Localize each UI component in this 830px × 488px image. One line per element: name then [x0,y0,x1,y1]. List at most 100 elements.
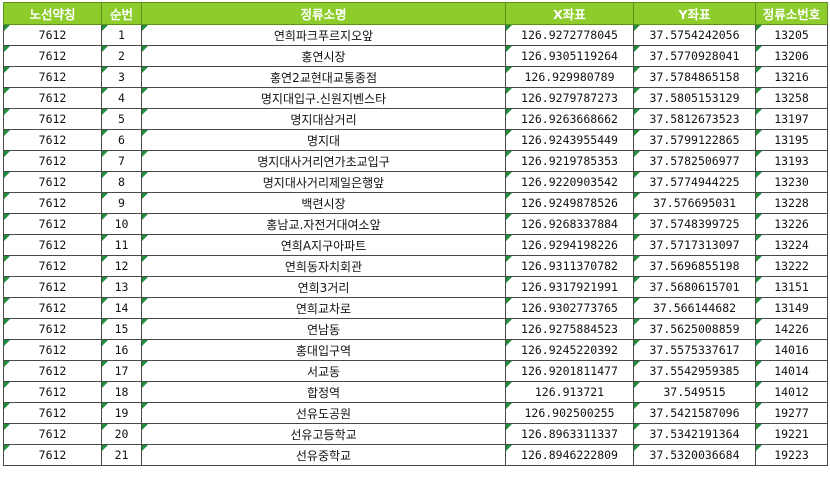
stop-name-cell[interactable]: 연희A지구아파트 [141,234,506,256]
x-coord-cell[interactable]: 126.9302773765 [505,297,634,319]
seq-cell[interactable]: 1 [101,24,142,46]
stop-name-cell[interactable]: 명지대삼거리 [141,108,506,130]
seq-cell[interactable]: 18 [101,381,142,403]
x-coord-cell[interactable]: 126.902500255 [505,402,634,424]
seq-cell[interactable]: 14 [101,297,142,319]
x-coord-cell[interactable]: 126.9279787273 [505,87,634,109]
y-coord-cell[interactable]: 37.5799122865 [633,129,756,151]
stop-name-cell[interactable]: 합정역 [141,381,506,403]
x-coord-cell[interactable]: 126.9245220392 [505,339,634,361]
stop-number-cell[interactable]: 19223 [755,444,828,466]
seq-cell[interactable]: 10 [101,213,142,235]
route-cell[interactable]: 7612 [3,339,102,361]
x-coord-cell[interactable]: 126.929980789 [505,66,634,88]
y-coord-cell[interactable]: 37.5320036684 [633,444,756,466]
route-cell[interactable]: 7612 [3,297,102,319]
y-coord-cell[interactable]: 37.5542959385 [633,360,756,382]
route-cell[interactable]: 7612 [3,66,102,88]
y-coord-cell[interactable]: 37.5625008859 [633,318,756,340]
stop-name-cell[interactable]: 홍연시장 [141,45,506,67]
seq-cell[interactable]: 17 [101,360,142,382]
seq-cell[interactable]: 3 [101,66,142,88]
route-cell[interactable]: 7612 [3,24,102,46]
stop-name-cell[interactable]: 연희파크푸르지오앞 [141,24,506,46]
stop-name-cell[interactable]: 선유중학교 [141,444,506,466]
x-coord-cell[interactable]: 126.9311370782 [505,255,634,277]
seq-cell[interactable]: 12 [101,255,142,277]
stop-number-cell[interactable]: 13226 [755,213,828,235]
stop-number-cell[interactable]: 13258 [755,87,828,109]
stop-name-cell[interactable]: 서교동 [141,360,506,382]
header-x-coord[interactable]: X좌표 [505,2,634,25]
route-cell[interactable]: 7612 [3,423,102,445]
y-coord-cell[interactable]: 37.576695031 [633,192,756,214]
stop-number-cell[interactable]: 13193 [755,150,828,172]
route-cell[interactable]: 7612 [3,192,102,214]
route-cell[interactable]: 7612 [3,108,102,130]
y-coord-cell[interactable]: 37.5696855198 [633,255,756,277]
x-coord-cell[interactable]: 126.9243955449 [505,129,634,151]
stop-name-cell[interactable]: 연희교차로 [141,297,506,319]
route-cell[interactable]: 7612 [3,402,102,424]
header-stop-name[interactable]: 정류소명 [141,2,506,25]
route-cell[interactable]: 7612 [3,87,102,109]
route-cell[interactable]: 7612 [3,45,102,67]
seq-cell[interactable]: 8 [101,171,142,193]
stop-number-cell[interactable]: 13197 [755,108,828,130]
route-cell[interactable]: 7612 [3,276,102,298]
stop-name-cell[interactable]: 선유고등학교 [141,423,506,445]
y-coord-cell[interactable]: 37.566144682 [633,297,756,319]
seq-cell[interactable]: 20 [101,423,142,445]
y-coord-cell[interactable]: 37.5805153129 [633,87,756,109]
route-cell[interactable]: 7612 [3,213,102,235]
route-cell[interactable]: 7612 [3,129,102,151]
route-cell[interactable]: 7612 [3,255,102,277]
seq-cell[interactable]: 21 [101,444,142,466]
y-coord-cell[interactable]: 37.5784865158 [633,66,756,88]
x-coord-cell[interactable]: 126.9219785353 [505,150,634,172]
x-coord-cell[interactable]: 126.9268337884 [505,213,634,235]
header-y-coord[interactable]: Y좌표 [633,2,756,25]
seq-cell[interactable]: 2 [101,45,142,67]
seq-cell[interactable]: 11 [101,234,142,256]
stop-name-cell[interactable]: 연희동자치회관 [141,255,506,277]
stop-number-cell[interactable]: 19277 [755,402,828,424]
seq-cell[interactable]: 7 [101,150,142,172]
stop-number-cell[interactable]: 13222 [755,255,828,277]
x-coord-cell[interactable]: 126.9220903542 [505,171,634,193]
seq-cell[interactable]: 4 [101,87,142,109]
stop-number-cell[interactable]: 14226 [755,318,828,340]
y-coord-cell[interactable]: 37.5754242056 [633,24,756,46]
y-coord-cell[interactable]: 37.5342191364 [633,423,756,445]
y-coord-cell[interactable]: 37.5680615701 [633,276,756,298]
route-cell[interactable]: 7612 [3,360,102,382]
stop-name-cell[interactable]: 명지대사거리제일은행앞 [141,171,506,193]
x-coord-cell[interactable]: 126.9294198226 [505,234,634,256]
y-coord-cell[interactable]: 37.5748399725 [633,213,756,235]
route-cell[interactable]: 7612 [3,171,102,193]
x-coord-cell[interactable]: 126.913721 [505,381,634,403]
stop-number-cell[interactable]: 13224 [755,234,828,256]
header-seq[interactable]: 순번 [101,2,142,25]
y-coord-cell[interactable]: 37.5774944225 [633,171,756,193]
y-coord-cell[interactable]: 37.549515 [633,381,756,403]
route-cell[interactable]: 7612 [3,150,102,172]
seq-cell[interactable]: 15 [101,318,142,340]
y-coord-cell[interactable]: 37.5717313097 [633,234,756,256]
stop-number-cell[interactable]: 13216 [755,66,828,88]
stop-name-cell[interactable]: 홍연2교현대교통종점 [141,66,506,88]
x-coord-cell[interactable]: 126.8946222809 [505,444,634,466]
x-coord-cell[interactable]: 126.9201811477 [505,360,634,382]
seq-cell[interactable]: 16 [101,339,142,361]
stop-name-cell[interactable]: 백련시장 [141,192,506,214]
x-coord-cell[interactable]: 126.9272778045 [505,24,634,46]
stop-name-cell[interactable]: 연희3거리 [141,276,506,298]
x-coord-cell[interactable]: 126.8963311337 [505,423,634,445]
x-coord-cell[interactable]: 126.9275884523 [505,318,634,340]
route-cell[interactable]: 7612 [3,381,102,403]
stop-number-cell[interactable]: 13230 [755,171,828,193]
route-cell[interactable]: 7612 [3,234,102,256]
seq-cell[interactable]: 13 [101,276,142,298]
stop-number-cell[interactable]: 13228 [755,192,828,214]
stop-number-cell[interactable]: 14012 [755,381,828,403]
